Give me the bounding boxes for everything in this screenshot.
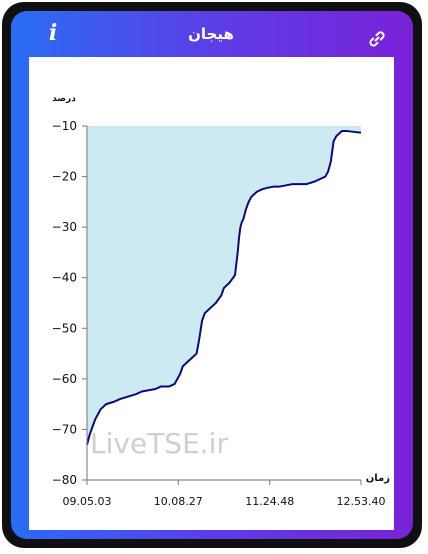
y-tick-label: −80 — [52, 473, 77, 487]
x-axis-label: زمان — [366, 473, 390, 484]
area-fill — [87, 126, 361, 445]
x-tick-label: 12.53.40 — [337, 495, 386, 508]
emotion-chart: LiveTSE.ir درصد زمان −10 −20 −30 −40 −50 −60 −… — [52, 94, 391, 508]
y-tick-label: −20 — [52, 170, 77, 184]
device-frame: i هیجان LiveTSE.ir درصد زمان −10 −20 −30 −4… — [2, 2, 422, 548]
header-bar: i هیجان — [11, 11, 413, 56]
info-icon[interactable]: i — [48, 20, 58, 46]
link-icon[interactable] — [367, 29, 387, 49]
y-axis-label: درصد — [52, 94, 76, 104]
x-tick-label: 11.24.48 — [245, 495, 294, 508]
x-tick-label: 09.05.03 — [63, 495, 112, 508]
y-tick-label: −70 — [52, 422, 77, 436]
y-tick-label: −60 — [52, 372, 77, 386]
y-tick-label: −30 — [52, 220, 77, 234]
chart-panel: LiveTSE.ir درصد زمان −10 −20 −30 −40 −50 −60 −… — [29, 57, 394, 530]
y-tick-label: −10 — [52, 119, 77, 133]
watermark: LiveTSE.ir — [90, 427, 228, 460]
y-tick-label: −40 — [52, 271, 77, 285]
page-title: هیجان — [188, 25, 234, 43]
x-tick-label: 10.08.27 — [154, 495, 203, 508]
series-line — [86, 130, 362, 445]
widget-card: i هیجان LiveTSE.ir درصد زمان −10 −20 −30 −4… — [11, 11, 413, 539]
y-tick-label: −50 — [52, 321, 77, 335]
